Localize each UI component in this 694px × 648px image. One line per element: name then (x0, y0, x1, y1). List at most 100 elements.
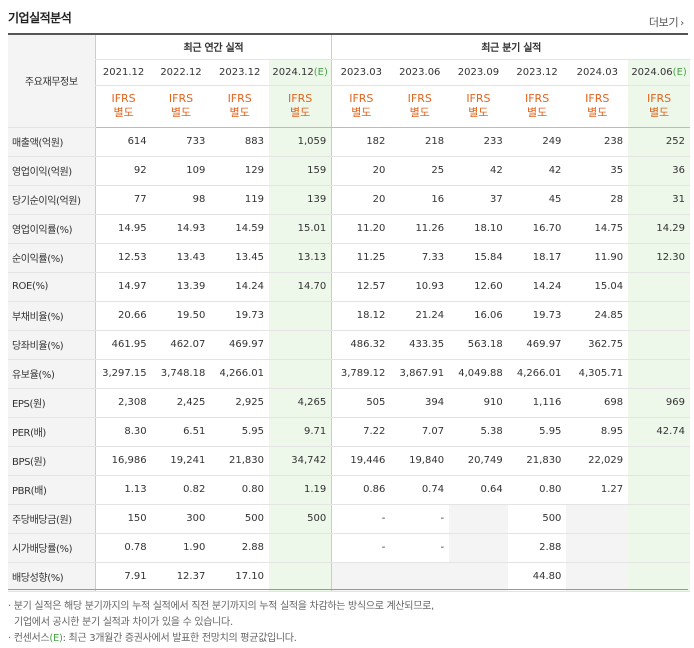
table-row: 영업이익률(%) 14.95 14.93 14.59 15.01 11.20 11.26 18… (8, 213, 690, 244)
table-cell: 7.33 (390, 243, 450, 273)
row-label: EPS(원) (8, 387, 95, 418)
table-cell: 14.95 (94, 213, 152, 244)
table-cell: 0.64 (449, 475, 508, 505)
ifrs-header: IFRS 별도 (507, 85, 567, 128)
chevron-right-icon: › (680, 18, 684, 29)
ifrs-label: IFRS (227, 92, 252, 105)
period-header: 2023.12 (210, 59, 269, 86)
row-label: 당기순이익(억원) (8, 185, 95, 215)
table-cell: 159 (269, 156, 332, 186)
table-cell (269, 359, 332, 389)
period-label: 2023.03 (340, 66, 382, 78)
row-label: PER(배) (8, 417, 95, 447)
table-cell: 1.19 (269, 475, 332, 505)
table-row: 시가배당률(%) 0.78 1.90 2.88- -2.88 (8, 533, 690, 563)
period-label: 2021.12 (102, 66, 145, 78)
table-cell: 139 (269, 185, 332, 215)
table-cell: 19,241 (151, 446, 211, 476)
row-label: 영업이익(억원) (8, 156, 95, 186)
table-cell: 15.84 (449, 243, 508, 273)
more-link[interactable]: 더보기 › (649, 14, 684, 30)
ifrs-header: IFRS 별도 (628, 85, 690, 128)
ifrs-label: IFRS (466, 92, 491, 105)
table-cell: 11.26 (390, 213, 450, 244)
table-cell (449, 503, 508, 534)
table-row: 주당배당금(원) 150 300 500 500- -500 (8, 503, 690, 534)
financial-table: 주요재무정보 최근 연간 실적 최근 분기 실적 2021.12 2022.12 2… (8, 35, 690, 592)
table-cell: 92 (94, 156, 152, 186)
table-cell: 394 (390, 387, 450, 418)
table-cell: 14.75 (566, 213, 629, 244)
period-header: 2023.09 (449, 59, 508, 86)
table-cell: 461.95 (94, 330, 152, 360)
table-cell: 20.66 (94, 301, 152, 331)
ifrs-label: IFRS (524, 92, 550, 105)
table-cell: 733 (151, 127, 211, 157)
ifrs-header: IFRS 별도 (449, 85, 508, 128)
ifrs-label: IFRS (585, 92, 610, 105)
table-cell: 182 (331, 127, 391, 157)
period-header: 2024.12(E) (269, 59, 332, 86)
corner-header: 주요재무정보 (8, 35, 95, 128)
table-cell (628, 562, 690, 592)
table-cell: 5.38 (449, 417, 508, 447)
table-cell: 1,116 (507, 387, 567, 418)
table-cell: 34,742 (269, 446, 332, 476)
table-cell: 20 (331, 156, 391, 186)
period-header: 2024.03 (566, 59, 629, 86)
period-label: 2022.12 (160, 66, 202, 78)
table-cell: 13.45 (210, 243, 269, 273)
table-row: 부채비율(%) 20.66 19.50 19.73 18.12 21.24 16.06 19.… (8, 301, 690, 331)
ifrs-label: IFRS (168, 92, 194, 105)
table-cell: 14.24 (210, 272, 269, 302)
table-row: 배당성향(%) 7.91 12.37 17.10 44.80 (8, 562, 690, 592)
table-cell: 486.32 (331, 330, 391, 360)
table-cell: 98 (151, 185, 211, 215)
table-cell: 77 (94, 185, 152, 215)
table-cell (449, 533, 508, 563)
table-cell (331, 562, 391, 592)
ifrs-header: IFRS 별도 (94, 85, 152, 128)
table-cell: 42 (507, 156, 567, 186)
table-cell: 13.43 (151, 243, 211, 273)
table-cell: 1.27 (566, 475, 629, 505)
table-cell: 22,029 (566, 446, 629, 476)
table-row: 매출액(억원) 614 733 883 1,059 182 218 233 249 238 252 (8, 127, 690, 157)
table-cell: 18.10 (449, 213, 508, 244)
period-label: 2024.06 (631, 66, 673, 78)
annual-group-header: 최근 연간 실적 (94, 35, 332, 60)
table-cell: 20 (331, 185, 391, 215)
table-cell: 37 (449, 185, 508, 215)
table-cell: 10.93 (390, 272, 450, 302)
table-cell: 7.22 (331, 417, 391, 447)
separate-label: 별도 (170, 106, 192, 119)
period-label: 2023.12 (218, 66, 261, 78)
table-row: PER(배) 8.30 6.51 5.95 9.71 7.22 7.07 5.38 5.95 8.… (8, 417, 690, 447)
table-cell: 614 (94, 127, 152, 157)
table-cell: 462.07 (151, 330, 211, 360)
table-cell: 500 (210, 503, 269, 534)
table-cell (628, 446, 690, 476)
top-divider (8, 33, 688, 35)
footnote-estimate-mark: (E) (49, 633, 63, 644)
table-cell: 2,425 (151, 387, 211, 418)
table-cell: 698 (566, 387, 629, 418)
table-cell: 4,266.01 (210, 359, 269, 389)
table-cell: 14.29 (628, 213, 690, 244)
table-cell (566, 562, 629, 592)
table-row: BPS(원) 16,986 19,241 21,830 34,742 19,446 19,8… (8, 446, 690, 476)
table-cell: 18.12 (331, 301, 391, 331)
table-cell (628, 272, 690, 302)
table-cell: 14.70 (269, 272, 332, 302)
table-cell: 150 (94, 503, 152, 534)
table-cell: 11.90 (566, 243, 629, 273)
table-cell: 2,308 (94, 387, 152, 418)
table-cell: 4,265 (269, 387, 332, 418)
separate-label: 별도 (587, 106, 608, 119)
footnote-line-2: 기업에서 공시한 분기 실적과 차이가 있을 수 있습니다. (14, 617, 233, 628)
table-cell (628, 533, 690, 563)
table-cell: 18.17 (507, 243, 567, 273)
table-cell: 218 (390, 127, 450, 157)
ifrs-label: IFRS (111, 92, 136, 105)
table-cell (269, 330, 332, 360)
